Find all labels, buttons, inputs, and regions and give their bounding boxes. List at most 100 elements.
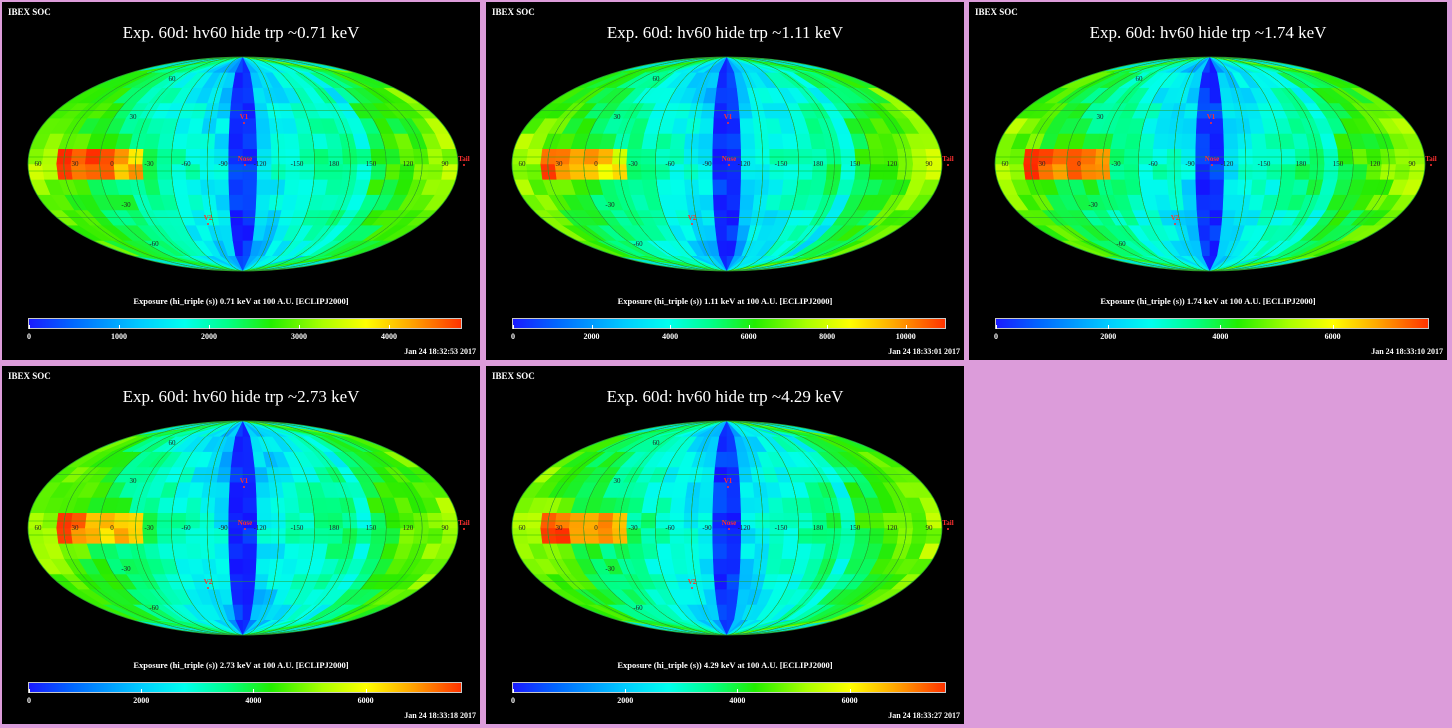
map-pixel (641, 133, 659, 149)
marker-label: Nose (238, 155, 252, 163)
graticule-label: -60 (181, 160, 191, 168)
map-pixel (297, 497, 315, 513)
timestamp: Jan 24 18:32:53 2017 (404, 347, 476, 356)
graticule-label: 90 (442, 524, 450, 532)
map-pixel (384, 148, 402, 165)
colorbar-tick (365, 689, 367, 693)
map-pixel (1051, 148, 1069, 165)
map-pixel (714, 451, 728, 468)
map-pixel (1222, 117, 1238, 134)
map-pixel (525, 148, 543, 165)
ecliptic-band (28, 520, 458, 536)
map-pixel (540, 527, 558, 544)
map-pixel (597, 527, 614, 544)
graticule-label: -150 (291, 160, 304, 168)
marker-dot (463, 528, 465, 530)
marker-dot (244, 528, 246, 530)
panel-title: Exp. 60d: hv60 hide trp ~0.71 keV (122, 23, 360, 42)
map-pixel (228, 543, 244, 559)
colorbar-tick (996, 325, 997, 329)
map-pixel (171, 133, 189, 149)
mollweide-sky-map: 60 30 0 -30 -60 -90 -120 -150 180 150 120 90 60 30 -30… (511, 56, 954, 272)
graticule-label: -60 (665, 524, 675, 532)
map-pixel (655, 497, 673, 513)
colorbar-tick (209, 325, 210, 329)
marker-label: V2 (688, 214, 697, 222)
map-pixel (228, 194, 244, 211)
map-pixel (712, 527, 728, 544)
map-pixel (441, 163, 458, 180)
map-pixel (242, 179, 258, 195)
map-pixel (215, 558, 231, 575)
map-pixel (255, 481, 271, 498)
map-pixel (568, 163, 586, 180)
graticule-label: 60 (1002, 160, 1010, 168)
mollweide-sky-map: 60 30 0 -30 -60 -90 -120 -150 180 150 120 90 60 30 -30… (994, 56, 1437, 272)
map-pixel (1197, 87, 1211, 104)
map-pixel (1154, 117, 1172, 134)
graticule-label: -60 (181, 524, 191, 532)
map-pixel (187, 117, 205, 134)
map-pixel (797, 527, 814, 544)
map-pixel (1138, 133, 1156, 149)
ibex-soc-label: IBEX SOC (492, 371, 535, 381)
map-pixel (187, 558, 205, 575)
panel-title: Exp. 60d: hv60 hide trp ~2.73 keV (122, 387, 360, 406)
meridian-line (1138, 57, 1282, 271)
map-pixel (441, 527, 458, 544)
graticule-label: 180 (1296, 160, 1307, 168)
latitude-label: 60 (1136, 75, 1144, 83)
map-pixel (256, 133, 272, 149)
map-pixel (1379, 163, 1397, 180)
meridian-line (206, 421, 280, 635)
map-pixel (56, 163, 74, 180)
marker-label: Tail (942, 155, 953, 163)
map-pixel (1182, 117, 1198, 134)
colorbar-tick-label: 4000 (381, 332, 397, 341)
map-pixel (156, 527, 173, 544)
map-pixel (1051, 163, 1069, 180)
colorbar-tick (513, 325, 514, 329)
sky-map-panel: IBEX SOC Exp. 60d: hv60 hide trp ~1.74 k… (969, 2, 1447, 360)
graticule-label: -30 (144, 160, 154, 168)
map-outline (994, 56, 1426, 272)
map-pixel (740, 543, 756, 559)
map-pixel (1023, 163, 1041, 180)
colorbar-tick-label: 4000 (245, 696, 262, 705)
graticule-label: 150 (850, 160, 861, 168)
map-pixel (313, 527, 330, 544)
map-pixel (1250, 133, 1268, 149)
timestamp: Jan 24 18:33:10 2017 (1371, 347, 1443, 356)
map-pixel (712, 543, 728, 559)
meridian-line (690, 57, 764, 271)
map-pixel (740, 133, 756, 149)
map-pixel (228, 558, 244, 575)
colorbar-tick (591, 325, 593, 329)
mollweide-sky-map: 60 30 0 -30 -60 -90 -120 -150 180 150 120 90 60 30 -30… (511, 420, 954, 636)
map-pixel (255, 117, 271, 134)
colorbar-tick-label: 2000 (201, 332, 217, 341)
marker-label: V1 (240, 113, 249, 121)
marker-label: Tail (1425, 155, 1436, 163)
map-pixel (640, 527, 657, 544)
map-pixel (1379, 148, 1397, 165)
map-pixel (1124, 133, 1142, 149)
graticule-label: -120 (738, 160, 751, 168)
graticule-label: -150 (1258, 160, 1271, 168)
map-pixel (739, 194, 755, 211)
map-pixel (171, 543, 189, 559)
colorbar-tick (1108, 325, 1110, 329)
colorbar: 0 2000 4000 6000 (27, 682, 462, 705)
graticule-label: -120 (738, 524, 751, 532)
map-pixel (925, 163, 942, 180)
graticule-label: -90 (702, 160, 712, 168)
map-pixel (215, 194, 231, 211)
meridian-line (583, 57, 871, 271)
map-pixel (1195, 194, 1211, 211)
graticule-label: 60 (35, 524, 43, 532)
map-pixel (712, 497, 728, 513)
map-pixel (157, 497, 175, 513)
marker-dot (207, 587, 209, 589)
map-outline (27, 420, 459, 636)
colorbar: 0 2000 4000 6000 (511, 682, 946, 705)
